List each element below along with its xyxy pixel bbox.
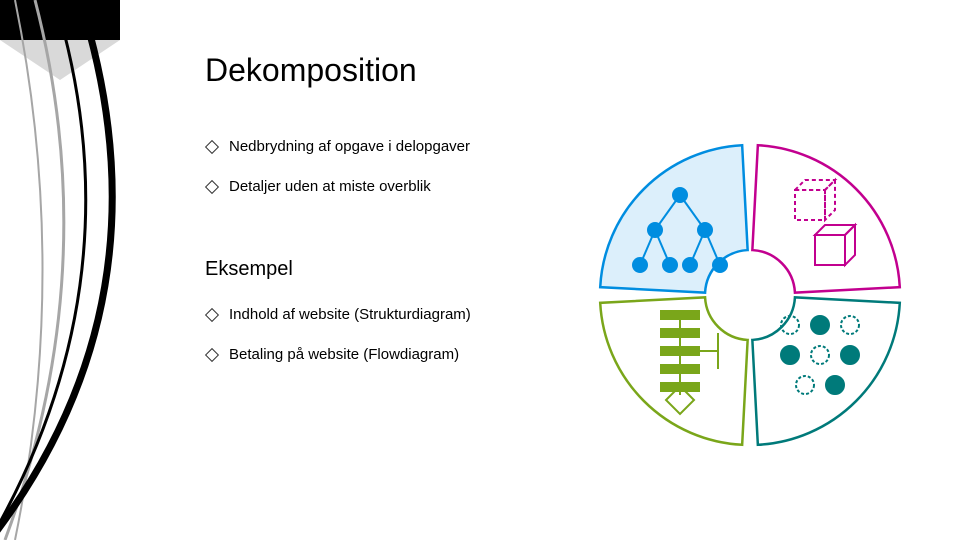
tree-node-icon xyxy=(712,257,728,273)
bullet-item: Nedbrydning af opgave i delopgaver xyxy=(205,137,585,157)
text-column: Dekomposition Nedbrydning af opgave i de… xyxy=(205,52,585,385)
tree-node-icon xyxy=(672,187,688,203)
tree-node-icon xyxy=(682,257,698,273)
bullet-item: Detaljer uden at miste overblik xyxy=(205,177,585,197)
example-subtitle: Eksempel xyxy=(205,258,585,281)
pattern-dot-icon xyxy=(811,316,829,334)
main-bullets: Nedbrydning af opgave i delopgaver Detal… xyxy=(205,137,585,198)
slide-title: Dekomposition xyxy=(205,52,585,89)
pattern-dot-icon xyxy=(826,376,844,394)
flow-box-icon xyxy=(660,364,700,374)
flow-box-icon xyxy=(660,310,700,320)
example-bullets: Indhold af website (Strukturdiagram) Bet… xyxy=(205,305,585,366)
bullet-item: Indhold af website (Strukturdiagram) xyxy=(205,305,585,325)
topbar-block xyxy=(0,0,120,40)
decorative-curves xyxy=(0,0,200,540)
pattern-dot-icon xyxy=(781,346,799,364)
tree-node-icon xyxy=(647,222,663,238)
tree-node-icon xyxy=(662,257,678,273)
tree-node-icon xyxy=(697,222,713,238)
flow-box-icon xyxy=(660,328,700,338)
tree-node-icon xyxy=(632,257,648,273)
topbar-wedge xyxy=(0,40,120,80)
pattern-dot-icon xyxy=(841,346,859,364)
flow-box-icon xyxy=(660,346,700,356)
bullet-item: Betaling på website (Flowdiagram) xyxy=(205,345,585,365)
four-quadrant-diagram xyxy=(590,135,910,455)
